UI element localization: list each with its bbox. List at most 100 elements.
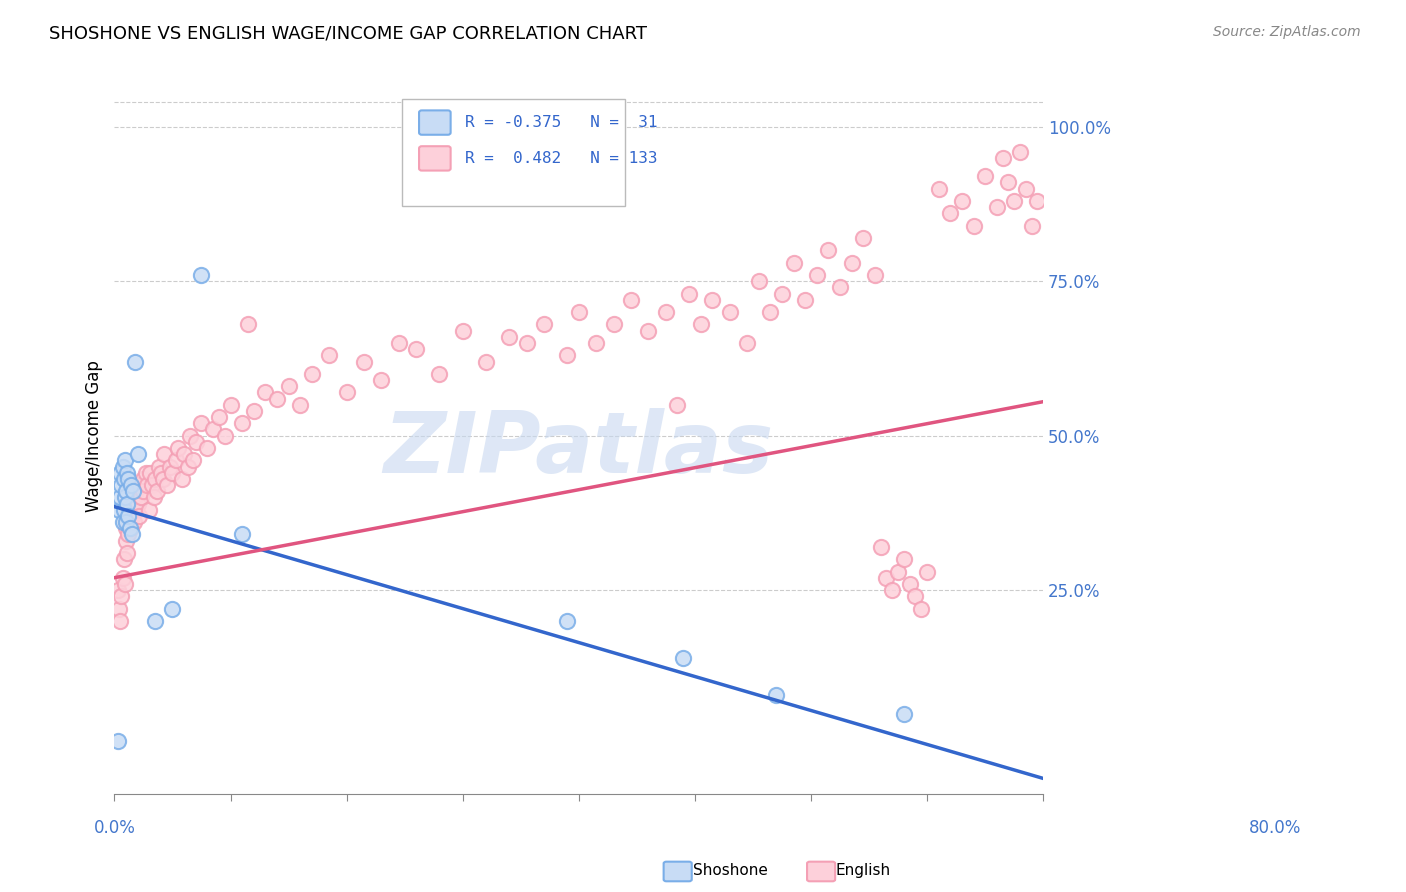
Point [179,428,201,442]
Point [904,589,927,603]
Point [107,582,129,597]
Point [388,336,411,351]
Point [156,478,179,492]
Point [139,466,162,480]
Point [125,484,148,499]
Point [405,342,427,356]
Point [165,453,187,467]
Point [143,472,166,486]
Point [678,286,700,301]
Point [173,447,195,461]
Point [135,466,157,480]
Point [451,324,474,338]
Point [124,354,146,368]
Point [266,392,288,406]
Point [111,459,134,474]
Point [236,318,259,332]
Point [689,318,711,332]
Point [117,527,139,541]
Point [118,515,141,529]
Text: 80.0%: 80.0% [1249,819,1302,837]
Point [110,478,132,492]
Point [122,515,145,529]
Point [498,330,520,344]
Point [127,497,149,511]
Point [107,734,129,748]
Point [167,441,190,455]
Point [122,484,145,499]
Point [655,305,678,319]
Point [231,417,253,431]
Point [748,274,770,288]
Point [555,614,578,628]
Point [986,200,1008,214]
Point [828,280,851,294]
Point [997,176,1019,190]
Point [1015,181,1038,195]
Point [1021,219,1043,233]
Point [817,244,839,258]
Point [242,404,264,418]
Point [910,601,932,615]
Point [108,502,131,516]
Point [533,318,555,332]
Point [117,472,139,486]
Point [115,484,138,499]
Point [974,169,997,184]
Point [114,453,136,467]
Point [111,571,134,585]
Point [939,206,962,220]
Point [875,571,897,585]
Point [516,336,538,351]
Point [1008,145,1031,159]
Point [120,478,142,492]
Point [115,466,138,480]
Point [128,508,150,523]
Point [162,466,184,480]
Text: SHOSHONE VS ENGLISH WAGE/INCOME GAP CORRELATION CHART: SHOSHONE VS ENGLISH WAGE/INCOME GAP CORR… [49,25,647,43]
Point [214,428,236,442]
Point [170,472,193,486]
FancyBboxPatch shape [419,146,451,170]
Point [183,453,205,467]
Point [114,577,136,591]
Point [115,508,138,523]
Point [202,422,225,436]
Point [219,398,242,412]
Point [115,546,138,560]
Point [301,367,323,381]
Text: R = -0.375   N =  31: R = -0.375 N = 31 [464,115,657,130]
Point [353,354,375,368]
Point [135,478,157,492]
Point [146,484,169,499]
Point [555,348,578,362]
Point [254,385,277,400]
Point [112,472,135,486]
Point [898,577,921,591]
Point [318,348,340,362]
Point [336,385,359,400]
Point [568,305,591,319]
Point [950,194,973,208]
Point [132,472,155,486]
Point [110,491,132,505]
Point [143,614,166,628]
Point [852,231,875,245]
Point [794,293,817,307]
Y-axis label: Wage/Income Gap: Wage/Income Gap [86,359,103,512]
Point [111,515,134,529]
Point [863,268,886,282]
Point [928,181,950,195]
Point [129,491,152,505]
Point [138,502,160,516]
Point [277,379,299,393]
Point [184,434,207,449]
Point [124,502,146,516]
Point [195,441,218,455]
FancyBboxPatch shape [419,111,451,135]
Point [121,508,143,523]
Point [115,533,138,548]
Point [149,466,172,480]
Point [370,373,392,387]
Point [869,540,891,554]
